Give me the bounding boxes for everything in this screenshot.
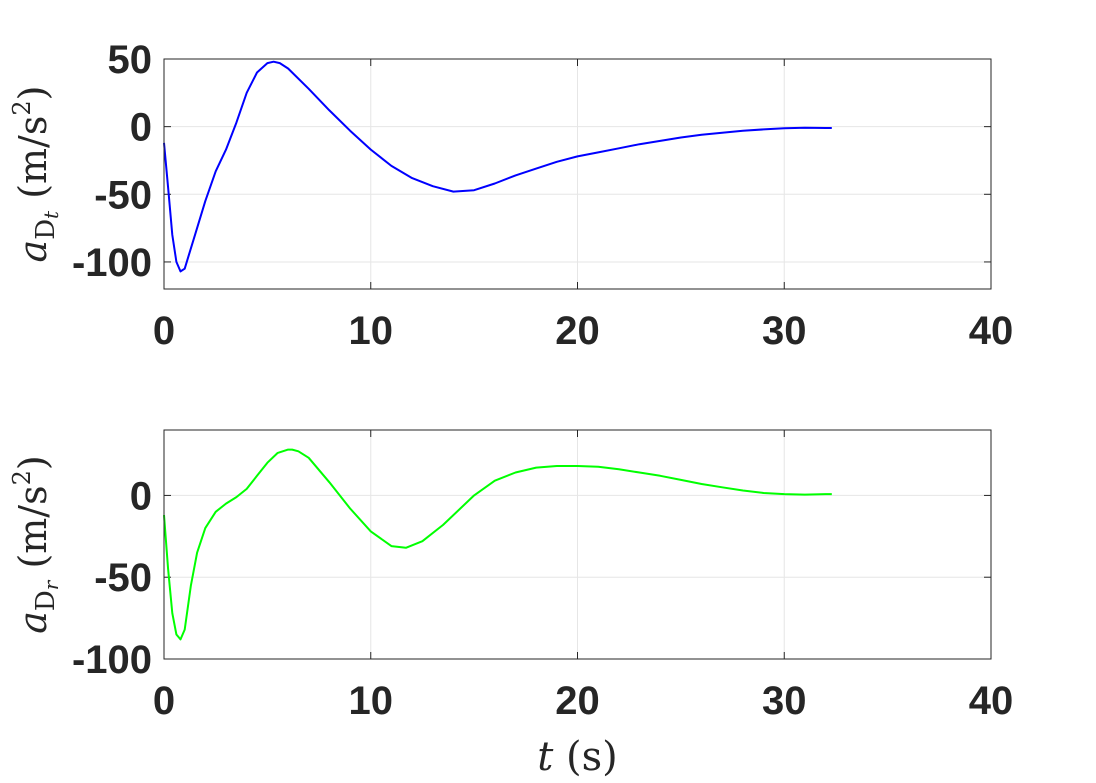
y-tick-label: 0 (130, 474, 152, 518)
y-tick-label: -50 (94, 173, 152, 217)
axes-frame (163, 429, 992, 660)
y-tick-label: 50 (108, 38, 153, 82)
series-line (163, 448, 832, 641)
y-tick-label: -100 (72, 638, 152, 682)
x-tick-label: 40 (969, 309, 1014, 353)
y-tick-label: -50 (94, 556, 152, 600)
x-axis-label: t (s) (537, 734, 618, 780)
x-tick-label: 20 (555, 679, 600, 723)
y-axis-label: aDr (m/s2) (8, 455, 63, 633)
axes-frame (163, 58, 992, 290)
x-tick-label: 30 (762, 309, 807, 353)
y-axis-label: aDt (m/s2) (8, 86, 63, 263)
series-line (163, 60, 832, 273)
x-tick-label: 10 (349, 679, 394, 723)
x-tick-label: 0 (153, 679, 175, 723)
y-tick-label: -100 (72, 241, 152, 285)
x-tick-label: 10 (349, 309, 394, 353)
x-tick-label: 40 (969, 679, 1014, 723)
y-tick-label: 0 (130, 106, 152, 150)
x-tick-label: 20 (555, 309, 600, 353)
x-tick-label: 0 (153, 309, 175, 353)
x-tick-label: 30 (762, 679, 807, 723)
